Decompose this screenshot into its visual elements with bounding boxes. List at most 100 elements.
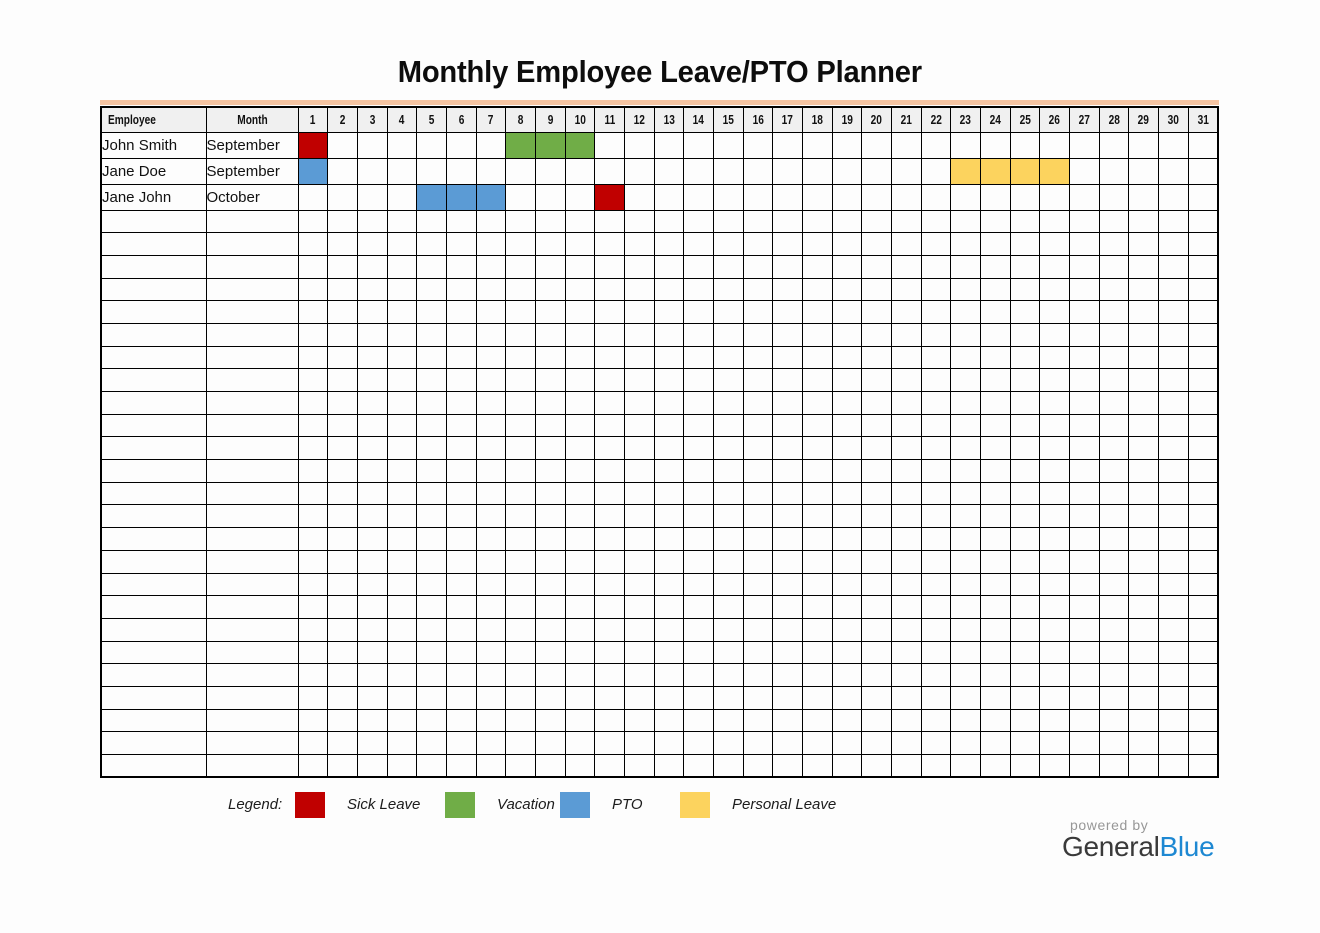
day-cell <box>534 345 566 370</box>
day-cell <box>623 254 655 279</box>
day-cell <box>505 685 536 710</box>
day-cell <box>623 754 655 778</box>
day-cell <box>920 232 952 256</box>
day-cell <box>861 183 892 211</box>
day-cell <box>653 436 685 461</box>
day-cell <box>742 254 774 279</box>
day-cell <box>1009 663 1041 687</box>
day-cell <box>445 595 477 619</box>
day-cell <box>623 708 655 733</box>
day-cell <box>1098 685 1130 710</box>
employee-cell <box>100 685 207 710</box>
day-cell <box>920 640 952 665</box>
day-cell <box>1128 368 1159 392</box>
day-cell <box>475 708 507 733</box>
day-cell <box>801 254 833 279</box>
day-cell <box>327 459 358 483</box>
day-cell <box>564 504 596 529</box>
col-header-day-label: 28 <box>1108 112 1120 128</box>
day-cell <box>386 663 418 687</box>
page-title: Monthly Employee Leave/PTO Planner <box>0 54 1320 90</box>
day-cell <box>772 157 803 185</box>
col-header-day: 17 <box>772 106 803 133</box>
day-cell <box>950 232 981 256</box>
month-cell <box>205 754 299 778</box>
day-cell <box>1009 459 1041 483</box>
employee-cell <box>100 504 207 529</box>
employee-cell: John Smith <box>100 131 207 159</box>
day-cell <box>297 391 329 415</box>
day-cell <box>890 300 922 324</box>
day-cell <box>327 663 358 687</box>
day-cell <box>1187 640 1219 665</box>
col-header-day: 1 <box>297 106 329 133</box>
legend: Legend: Sick Leave Vacation PTO Personal Le… <box>0 792 1320 820</box>
day-cell <box>445 572 477 597</box>
empty-row <box>100 345 1219 370</box>
day-cell <box>327 708 358 733</box>
day-cell <box>831 209 863 234</box>
day-cell <box>653 572 685 597</box>
day-cell <box>1068 595 1100 619</box>
col-header-day-label: 3 <box>369 112 376 128</box>
day-cell <box>297 413 329 438</box>
day-cell <box>920 754 952 778</box>
day-cell <box>1009 481 1041 506</box>
day-cell <box>416 322 447 347</box>
day-cell <box>772 300 803 324</box>
day-cell <box>742 685 774 710</box>
day-cell <box>327 617 358 642</box>
month-cell <box>205 708 299 733</box>
day-cell <box>861 345 892 370</box>
employee-cell <box>100 277 207 302</box>
day-cell <box>712 232 744 256</box>
day-cell <box>683 504 714 529</box>
day-cell <box>831 254 863 279</box>
header-row: Employee Month 1 2 3 4 5 6 7 8 9 10 11 12 13 14 15 16 17 18… <box>100 106 1219 133</box>
day-cell <box>712 527 744 551</box>
day-cell <box>653 481 685 506</box>
day-cell <box>297 527 329 551</box>
day-cell <box>1187 131 1219 159</box>
day-cell <box>950 209 981 234</box>
day-cell <box>831 685 863 710</box>
day-cell <box>801 572 833 597</box>
day-cell <box>505 640 536 665</box>
day-cell <box>950 504 981 529</box>
day-cell <box>950 640 981 665</box>
day-cell <box>1039 413 1070 438</box>
day-cell <box>1157 322 1189 347</box>
day-cell <box>683 131 714 159</box>
day-cell <box>386 549 418 574</box>
day-cell <box>653 391 685 415</box>
day-cell <box>416 481 447 506</box>
day-cell <box>1187 232 1219 256</box>
day-cell <box>861 708 892 733</box>
day-cell <box>416 254 447 279</box>
month-cell: September <box>205 131 299 159</box>
day-cell <box>950 459 981 483</box>
day-cell <box>801 183 833 211</box>
day-cell <box>623 731 655 755</box>
day-cell <box>505 254 536 279</box>
day-cell <box>801 663 833 687</box>
day-cell <box>801 708 833 733</box>
day-cell <box>772 685 803 710</box>
day-cell <box>920 527 952 551</box>
day-cell <box>1068 345 1100 370</box>
day-cell <box>1068 481 1100 506</box>
day-cell <box>920 277 952 302</box>
col-header-day: 27 <box>1068 106 1100 133</box>
day-cell <box>772 731 803 755</box>
legend-swatch-pto <box>560 792 590 818</box>
day-cell <box>327 685 358 710</box>
col-header-day: 9 <box>534 106 566 133</box>
day-cell <box>297 436 329 461</box>
day-cell <box>653 413 685 438</box>
day-cell <box>772 345 803 370</box>
day-cell <box>1068 754 1100 778</box>
day-cell <box>920 436 952 461</box>
day-cell <box>386 413 418 438</box>
empty-row <box>100 300 1219 324</box>
day-cell <box>831 391 863 415</box>
